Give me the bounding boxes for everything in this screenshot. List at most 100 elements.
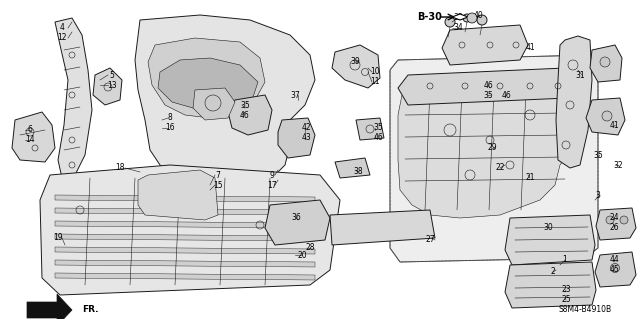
Text: 43: 43 <box>301 133 311 143</box>
Polygon shape <box>390 55 598 262</box>
Text: 11: 11 <box>371 78 380 86</box>
Text: 35: 35 <box>373 123 383 132</box>
Text: 35: 35 <box>593 151 603 160</box>
Polygon shape <box>135 15 315 195</box>
Text: 22: 22 <box>495 164 505 173</box>
Polygon shape <box>55 195 315 202</box>
Text: 19: 19 <box>53 234 63 242</box>
Polygon shape <box>158 58 258 110</box>
Text: 13: 13 <box>107 80 117 90</box>
Polygon shape <box>596 208 636 240</box>
Polygon shape <box>138 170 218 220</box>
Polygon shape <box>55 18 92 178</box>
Polygon shape <box>55 221 315 228</box>
Text: 39: 39 <box>350 57 360 66</box>
Polygon shape <box>330 210 435 245</box>
Circle shape <box>477 15 487 25</box>
Text: 46: 46 <box>483 80 493 90</box>
Circle shape <box>463 14 471 22</box>
Text: 37: 37 <box>290 91 300 100</box>
Text: 12: 12 <box>57 33 67 42</box>
Polygon shape <box>40 165 340 295</box>
Polygon shape <box>590 45 622 82</box>
Text: 46: 46 <box>240 110 250 120</box>
Polygon shape <box>27 294 72 319</box>
Text: 41: 41 <box>525 43 535 53</box>
Text: 41: 41 <box>609 121 619 130</box>
Text: 38: 38 <box>353 167 363 176</box>
Text: 21: 21 <box>525 174 535 182</box>
Text: 2: 2 <box>550 268 556 277</box>
Text: 15: 15 <box>213 181 223 189</box>
Text: 32: 32 <box>613 160 623 169</box>
Polygon shape <box>356 118 384 140</box>
Polygon shape <box>55 260 315 267</box>
Text: 17: 17 <box>267 181 277 189</box>
Text: 6: 6 <box>28 125 33 135</box>
Polygon shape <box>12 112 55 162</box>
Text: 23: 23 <box>561 286 571 294</box>
Polygon shape <box>442 25 528 65</box>
Text: 34: 34 <box>453 24 463 33</box>
Polygon shape <box>55 273 315 280</box>
Text: 45: 45 <box>609 265 619 275</box>
Text: 27: 27 <box>425 235 435 244</box>
Polygon shape <box>398 68 572 105</box>
Circle shape <box>611 263 620 272</box>
Text: 9: 9 <box>269 170 275 180</box>
Polygon shape <box>398 80 575 218</box>
Text: 8: 8 <box>168 114 172 122</box>
Text: 14: 14 <box>25 136 35 145</box>
Text: 24: 24 <box>609 213 619 222</box>
Polygon shape <box>148 38 265 118</box>
Text: 31: 31 <box>575 70 585 79</box>
Polygon shape <box>505 262 596 308</box>
Text: 35: 35 <box>483 91 493 100</box>
Polygon shape <box>93 68 122 105</box>
Circle shape <box>467 13 477 23</box>
Text: 28: 28 <box>305 243 315 253</box>
Circle shape <box>445 17 455 27</box>
Text: 44: 44 <box>609 256 619 264</box>
Polygon shape <box>193 88 235 120</box>
Text: 29: 29 <box>487 144 497 152</box>
Circle shape <box>602 111 612 121</box>
Polygon shape <box>55 234 315 241</box>
Text: FR.: FR. <box>82 306 99 315</box>
Polygon shape <box>595 252 636 287</box>
Polygon shape <box>55 208 315 215</box>
Text: 10: 10 <box>370 68 380 77</box>
Text: 46: 46 <box>373 133 383 143</box>
Polygon shape <box>332 45 380 88</box>
Text: 42: 42 <box>301 123 311 132</box>
Polygon shape <box>452 14 468 20</box>
Text: 30: 30 <box>543 224 553 233</box>
Text: 35: 35 <box>240 100 250 109</box>
Polygon shape <box>55 247 315 254</box>
Text: 40: 40 <box>473 11 483 19</box>
Polygon shape <box>556 36 592 168</box>
Polygon shape <box>505 215 595 265</box>
Text: 25: 25 <box>561 295 571 305</box>
Text: 4: 4 <box>60 24 65 33</box>
Polygon shape <box>278 118 315 158</box>
Circle shape <box>620 216 628 224</box>
Polygon shape <box>586 98 625 135</box>
Circle shape <box>606 216 614 224</box>
Text: B-30: B-30 <box>417 12 442 22</box>
Text: 5: 5 <box>109 70 115 79</box>
Text: 3: 3 <box>596 190 600 199</box>
Text: 26: 26 <box>609 224 619 233</box>
Circle shape <box>600 57 610 67</box>
Polygon shape <box>335 158 370 178</box>
Text: 1: 1 <box>563 256 568 264</box>
Text: 20: 20 <box>297 250 307 259</box>
Text: 36: 36 <box>291 213 301 222</box>
Text: S8M4-B4910B: S8M4-B4910B <box>559 306 612 315</box>
Text: 46: 46 <box>501 91 511 100</box>
Text: 18: 18 <box>115 164 125 173</box>
Text: 16: 16 <box>165 123 175 132</box>
Text: 7: 7 <box>216 170 220 180</box>
Polygon shape <box>228 95 272 135</box>
Polygon shape <box>265 200 330 245</box>
